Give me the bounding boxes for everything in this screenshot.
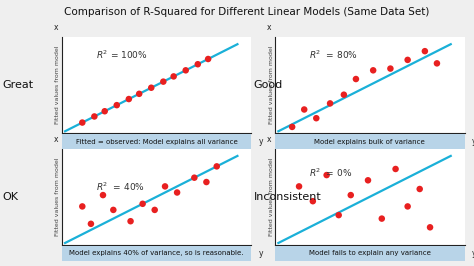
Text: Good: Good (254, 80, 283, 90)
Point (387, 66, 394, 71)
Point (347, 193, 355, 197)
Point (161, 184, 169, 189)
Text: x: x (267, 135, 272, 144)
Point (335, 213, 343, 217)
Point (369, 68, 377, 72)
Point (404, 204, 411, 209)
Point (204, 57, 212, 61)
Point (421, 49, 428, 53)
Y-axis label: Fitted values from model: Fitted values from model (269, 157, 273, 236)
Point (109, 208, 117, 212)
Point (125, 97, 133, 101)
Text: $R^2$  = 80%: $R^2$ = 80% (309, 48, 358, 61)
Text: y: y (259, 137, 263, 146)
Point (340, 93, 347, 97)
Text: y: y (472, 248, 474, 257)
Text: $R^2$  = 40%: $R^2$ = 40% (96, 181, 145, 193)
Text: y: y (259, 248, 263, 257)
Text: $R^2$ = 100%: $R^2$ = 100% (96, 48, 147, 61)
Text: OK: OK (2, 192, 18, 202)
Text: Model fails to explain any variance: Model fails to explain any variance (309, 250, 431, 256)
Point (352, 77, 360, 81)
Point (194, 62, 201, 66)
Point (404, 58, 411, 62)
Point (378, 217, 385, 221)
Point (91, 114, 98, 119)
Y-axis label: Fitted values from model: Fitted values from model (55, 157, 60, 236)
Point (433, 61, 441, 65)
Point (79, 204, 86, 209)
Point (151, 208, 158, 212)
Text: Inconsistent: Inconsistent (254, 192, 321, 202)
Text: Comparison of R-Squared for Different Linear Models (Same Data Set): Comparison of R-Squared for Different Li… (64, 7, 429, 17)
Point (99, 193, 107, 197)
X-axis label: Observed values: Observed values (128, 134, 185, 140)
Point (182, 68, 190, 72)
Point (301, 107, 308, 112)
Point (312, 116, 320, 120)
Point (79, 120, 86, 125)
Point (127, 219, 134, 223)
Text: x: x (267, 23, 272, 32)
Y-axis label: Fitted values from model: Fitted values from model (55, 46, 60, 124)
Point (101, 109, 109, 113)
Point (139, 202, 146, 206)
Point (295, 184, 303, 189)
Point (170, 74, 177, 78)
Point (87, 222, 95, 226)
Point (323, 173, 330, 177)
Point (113, 103, 120, 107)
Point (160, 80, 167, 84)
Point (288, 125, 296, 129)
Point (426, 225, 434, 230)
Y-axis label: Fitted values from model: Fitted values from model (269, 46, 273, 124)
Point (147, 86, 155, 90)
Text: Model explains bulk of variance: Model explains bulk of variance (314, 139, 425, 145)
Point (364, 178, 372, 182)
Text: Fitted = observed: Model explains all variance: Fitted = observed: Model explains all va… (75, 139, 237, 145)
Text: Model explains 40% of variance, so is reasonable.: Model explains 40% of variance, so is re… (69, 250, 244, 256)
Point (202, 180, 210, 184)
Text: Great: Great (2, 80, 34, 90)
Point (136, 92, 143, 96)
Text: x: x (54, 23, 58, 32)
Point (309, 199, 317, 203)
Text: $R^2$  = 0%: $R^2$ = 0% (309, 167, 352, 179)
X-axis label: Observed values: Observed values (341, 134, 399, 140)
Point (191, 176, 198, 180)
Text: y: y (472, 137, 474, 146)
Point (326, 101, 334, 106)
Point (416, 187, 423, 191)
Point (213, 164, 220, 168)
Point (392, 167, 400, 171)
Point (173, 190, 181, 195)
X-axis label: Observed values: Observed values (128, 246, 185, 252)
Text: x: x (54, 135, 58, 144)
X-axis label: Observed values: Observed values (341, 246, 399, 252)
